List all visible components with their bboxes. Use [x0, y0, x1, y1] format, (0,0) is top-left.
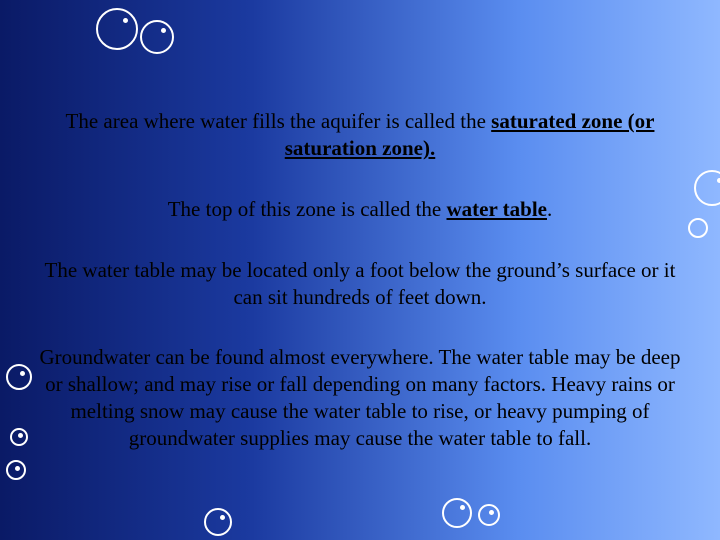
paragraph-1: The area where water fills the aquifer i…: [36, 108, 684, 162]
slide: The area where water fills the aquifer i…: [0, 0, 720, 540]
paragraph-4: Groundwater can be found almost everywhe…: [36, 344, 684, 452]
paragraph-2: The top of this zone is called the water…: [36, 196, 684, 223]
text-run: The water table may be located only a fo…: [45, 258, 676, 309]
text-run: .: [547, 197, 552, 221]
text-run: Groundwater can be found almost everywhe…: [39, 345, 680, 450]
text-run: The top of this zone is called the: [168, 197, 447, 221]
text-run: The area where water fills the aquifer i…: [66, 109, 492, 133]
text-run: water table: [447, 197, 548, 221]
paragraph-3: The water table may be located only a fo…: [36, 257, 684, 311]
slide-content: The area where water fills the aquifer i…: [0, 0, 720, 540]
